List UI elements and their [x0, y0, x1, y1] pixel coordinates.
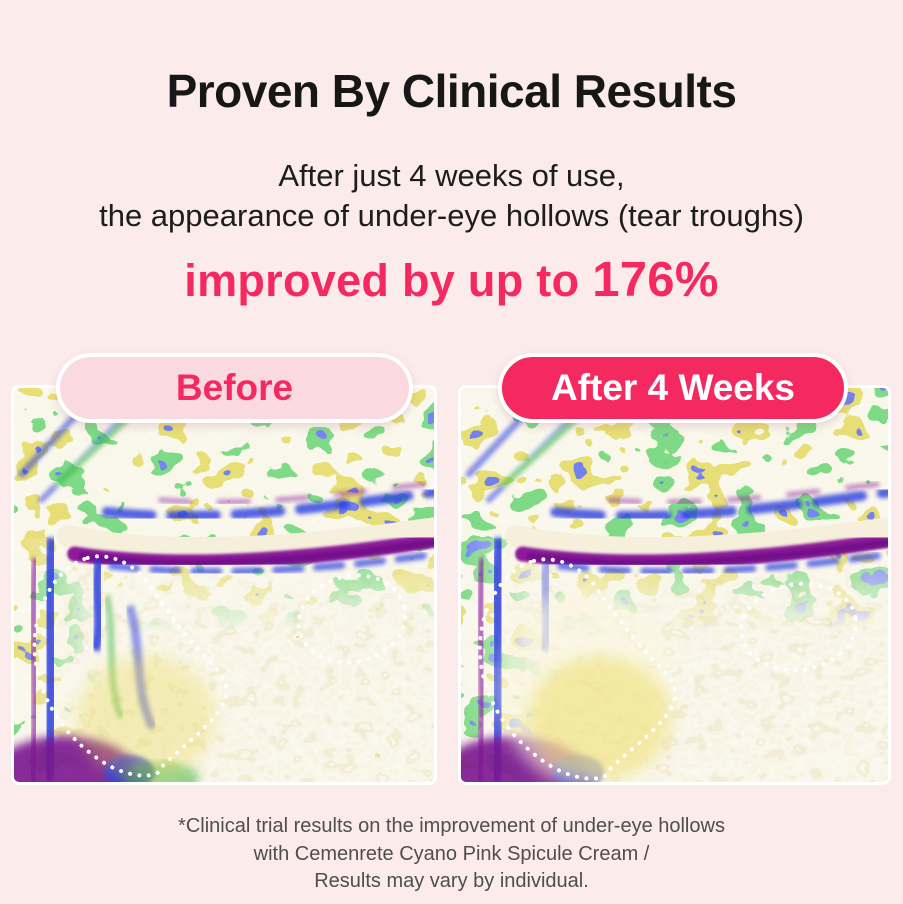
claim-line-2: the appearance of under-eye hollows (tea…: [99, 198, 804, 233]
tear-trough-detail: [75, 595, 217, 780]
annotations: [477, 557, 858, 781]
disclaimer-line-2: with Cemenrete Cyano Pink Spicule Cream …: [253, 842, 650, 865]
after-thermal-image: [461, 388, 888, 782]
disclaimer-line-3: Results may vary by individual.: [314, 870, 589, 892]
tear-trough-annotation: [32, 554, 229, 778]
before-label-pill: Before: [56, 353, 413, 423]
before-label: Before: [175, 367, 294, 408]
improvement-prefix: improved by up to: [184, 255, 593, 306]
eyelid-crease: [504, 480, 888, 601]
before-thermal-image: [14, 388, 434, 782]
tear-trough-detail: [497, 590, 673, 782]
improvement-statement: improved by up to 176%: [0, 252, 903, 308]
claim-line-1: After just 4 weeks of use,: [278, 158, 625, 193]
claim-text: After just 4 weeks of use, the appearanc…: [0, 156, 903, 236]
after-label-pill: After 4 Weeks: [498, 353, 848, 423]
disclaimer-text: *Clinical trial results on the improveme…: [0, 813, 903, 896]
page-title: Proven By Clinical Results: [166, 65, 737, 117]
eyelid-crease: [56, 480, 434, 598]
under-eye-annotation: [296, 573, 408, 665]
tear-trough-annotation: [477, 557, 678, 781]
under-eye-annotation: [739, 581, 858, 673]
annotations: [32, 554, 408, 778]
after-label: After 4 Weeks: [550, 367, 796, 408]
disclaimer-line-1: *Clinical trial results on the improveme…: [178, 815, 725, 837]
improvement-value: 176%: [592, 253, 719, 307]
